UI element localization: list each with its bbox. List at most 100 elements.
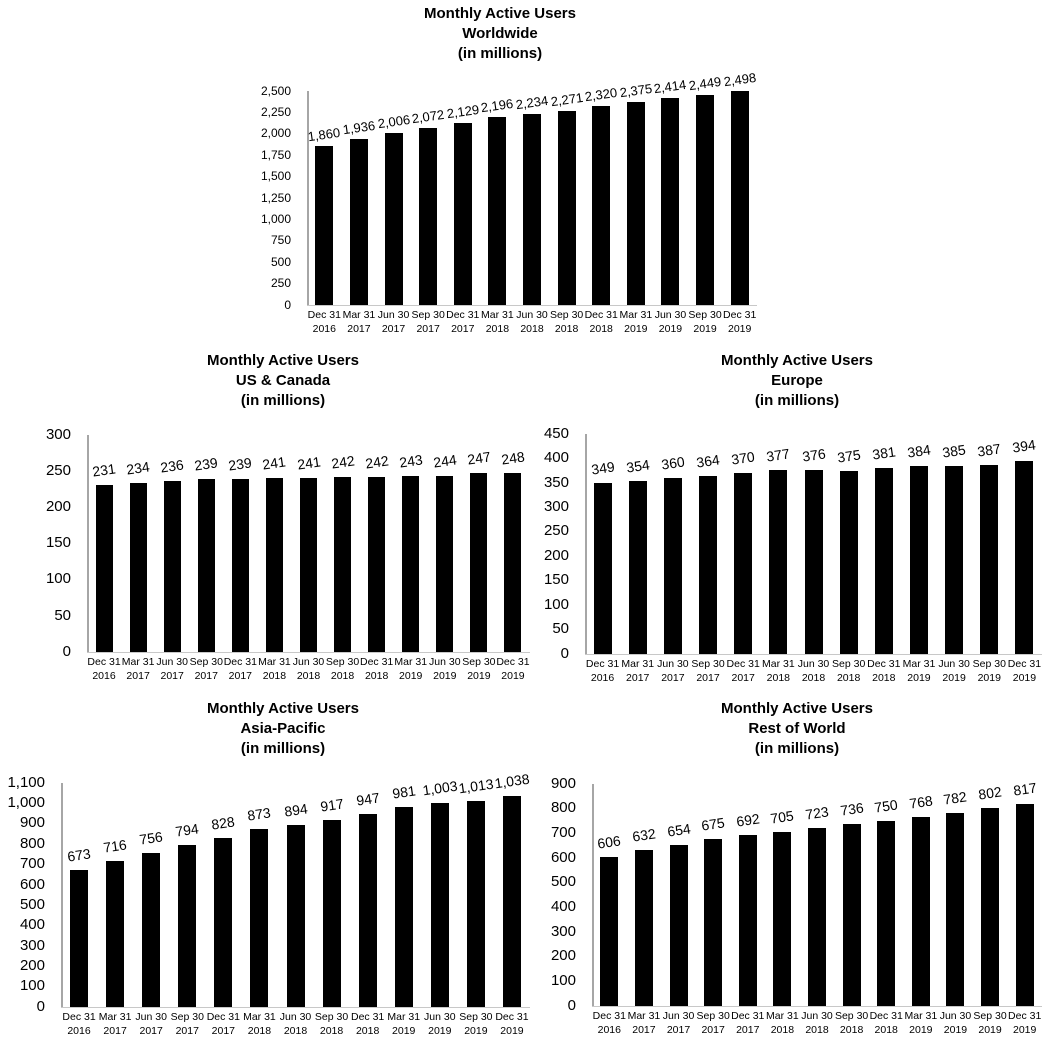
x-axis-tick-label: Jun 30 2018 (280, 1011, 312, 1038)
x-axis-label-date: Jun 30 (939, 1010, 972, 1022)
y-axis-tick-label: 1,000 (7, 794, 45, 812)
bar-mar-31-2018 (250, 829, 269, 1007)
x-axis-label-year: 2019 (464, 1024, 488, 1037)
x-axis-tick-label: Jun 30 2019 (938, 658, 970, 685)
x-axis-label-date: Dec 31 (446, 309, 480, 321)
bar-value-label: 2,006 (376, 111, 411, 132)
x-axis-label-date: Dec 31 (351, 1011, 385, 1023)
bar-dec-31-2016 (70, 870, 89, 1007)
bar-dec-31-2017 (231, 479, 249, 652)
bar-value-label: 384 (906, 441, 932, 461)
x-axis-tick-label: Dec 31 2016 (593, 1010, 626, 1037)
bar-value-label: 894 (282, 800, 309, 820)
x-axis-label-year: 2018 (262, 669, 287, 682)
x-axis-label-year: 2019 (943, 1023, 968, 1036)
bar-value-label: 364 (695, 451, 721, 471)
bar-dec-31-2016 (593, 483, 612, 654)
bar-value-label: 606 (596, 832, 622, 852)
y-axis-tick-label: 2,250 (260, 104, 291, 119)
x-axis-label-year: 2017 (139, 1024, 163, 1037)
bar-value-label: 239 (193, 454, 219, 474)
chart-title-worldwide: Monthly Active Users Worldwide (in milli… (280, 4, 720, 64)
chart-title-line2: Europe (771, 372, 823, 389)
x-axis-label-year: 2018 (520, 322, 544, 335)
x-axis-label-date: Jun 30 (292, 656, 325, 668)
bar-sep-30-2018 (842, 824, 861, 1006)
bar-dec-31-2017 (453, 123, 472, 305)
chart-title-line1: Monthly Active Users (721, 700, 873, 717)
x-axis-label-year: 2017 (451, 322, 475, 335)
x-axis-label-year: 2018 (554, 322, 579, 335)
x-axis-tick-label: Dec 31 2019 (1008, 658, 1041, 685)
bar-sep-30-2019 (696, 95, 715, 305)
x-axis-label-date: Mar 31 (619, 309, 653, 321)
x-axis-label-year: 2018 (319, 1024, 344, 1037)
x-axis-line (61, 1007, 530, 1008)
x-axis-label-date: Dec 31 (495, 1011, 529, 1023)
x-axis-tick-label: Mar 31 2019 (903, 658, 936, 685)
chart-title-line1: Monthly Active Users (424, 5, 576, 22)
y-axis-tick-label: 400 (550, 898, 576, 916)
bar-value-label: 981 (391, 782, 417, 802)
bar-value-label: 349 (589, 458, 616, 478)
y-axis-tick-label: 2,000 (260, 126, 291, 141)
bar-value-label: 247 (466, 448, 492, 468)
x-axis-label-date: Mar 31 (121, 656, 155, 668)
bar-sep-30-2017 (704, 839, 723, 1006)
x-axis-label-year: 2019 (728, 322, 752, 335)
bar-sep-30-2018 (322, 820, 341, 1007)
bar-sep-30-2018 (839, 471, 858, 654)
bar-jun-30-2018 (808, 828, 826, 1006)
bar-sep-30-2017 (419, 128, 438, 305)
x-axis-tick-label: Dec 31 2016 (87, 656, 120, 683)
x-axis-tick-label: Dec 31 2018 (360, 656, 393, 683)
x-axis-label-year: 2019 (392, 1024, 416, 1037)
x-axis-tick-label: Sep 30 2019 (688, 309, 721, 336)
x-axis-label-year: 2018 (836, 671, 861, 684)
x-axis-label-date: Jun 30 (156, 656, 188, 668)
chart-asia-pacific: Monthly Active Users Asia-Pacific (in mi… (0, 699, 540, 1042)
x-axis-label-date: Sep 30 (834, 1010, 869, 1022)
x-axis-tick-label: Sep 30 2018 (835, 1010, 868, 1037)
x-axis-tick-label: Dec 31 2017 (727, 658, 760, 685)
x-axis-label-year: 2019 (693, 322, 717, 335)
x-axis-label-year: 2016 (92, 669, 116, 682)
y-axis-tick-label: 700 (550, 824, 576, 842)
x-axis-label-year: 2017 (661, 671, 685, 684)
y-axis-tick-label: 300 (543, 498, 569, 516)
x-axis-label-year: 2018 (485, 322, 510, 335)
y-axis-tick-label: 150 (543, 571, 569, 589)
x-axis-label-year: 2018 (874, 1023, 898, 1036)
y-axis-tick-label: 1,000 (260, 211, 291, 226)
x-axis-label-date: Mar 31 (902, 658, 936, 670)
bar-value-label: 705 (769, 807, 796, 827)
x-axis-label-year: 2017 (175, 1024, 199, 1037)
x-axis-label-year: 2018 (247, 1024, 272, 1037)
bar-dec-31-2019 (730, 91, 749, 305)
y-axis-tick-label: 0 (284, 297, 291, 312)
x-axis-tick-label: Jun 30 2018 (293, 656, 325, 683)
x-axis-tick-label: Dec 31 2018 (351, 1011, 384, 1038)
bar-value-label: 828 (210, 813, 237, 833)
chart-rest-of-world: Monthly Active Users Rest of World (in m… (545, 699, 1045, 1042)
bar-value-label: 794 (174, 820, 200, 840)
x-axis-label-year: 2017 (736, 1023, 760, 1036)
bar-value-label: 2,375 (618, 80, 653, 101)
y-axis-line (87, 435, 89, 652)
x-axis-tick-label: Dec 31 2016 (62, 1011, 95, 1038)
bar-dec-31-2018 (874, 468, 893, 654)
x-axis-tick-label: Mar 31 2017 (628, 1010, 661, 1037)
x-axis-label-year: 2017 (126, 669, 150, 682)
bar-value-label: 1,003 (421, 777, 459, 799)
x-axis-label-date: Dec 31 (869, 1010, 903, 1022)
bar-value-label: 387 (976, 440, 1002, 460)
bar-jun-30-2018 (286, 825, 305, 1007)
y-axis-tick-label: 300 (19, 936, 45, 954)
x-axis-label-date: Dec 31 (496, 656, 530, 668)
chart-worldwide: Monthly Active Users Worldwide (in milli… (140, 4, 860, 344)
x-axis-label-date: Dec 31 (307, 309, 341, 321)
chart-title-line3: (in millions) (240, 392, 326, 409)
y-axis-tick-label: 400 (543, 449, 569, 467)
bar-value-label: 1,936 (341, 117, 377, 138)
bar-mar-31-2017 (106, 861, 125, 1007)
